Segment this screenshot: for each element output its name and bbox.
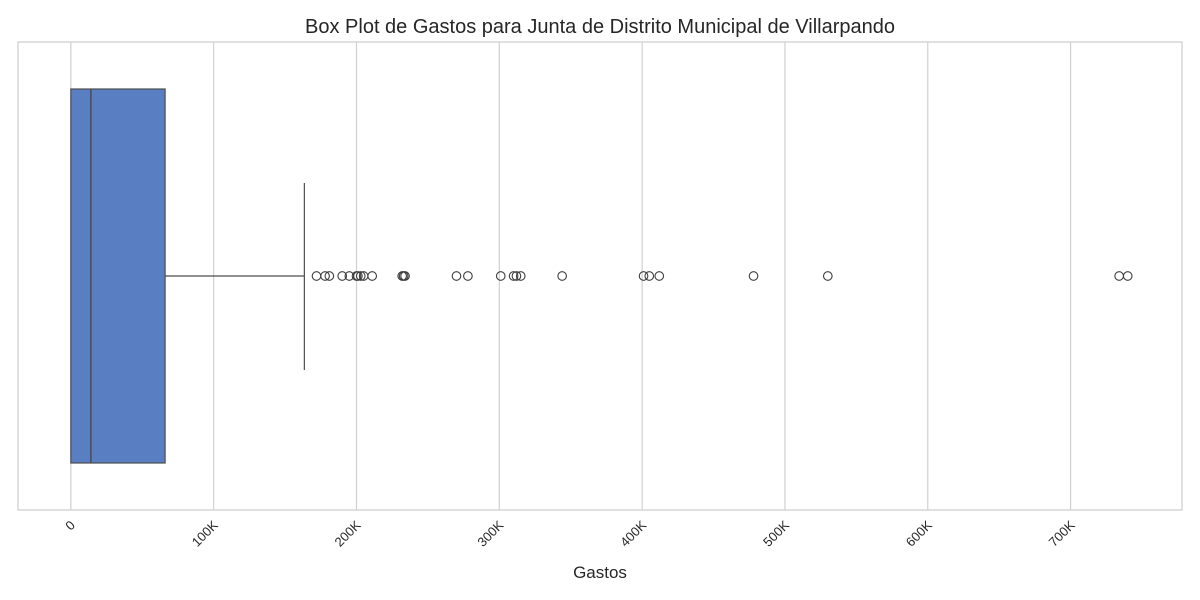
outlier-point — [748, 271, 759, 281]
x-axis-ticks: 0 100K 200K 300K 400K 500K 600K 700K — [62, 517, 1078, 549]
x-tick-label: 500K — [760, 517, 792, 549]
x-tick-label: 700K — [1046, 517, 1078, 549]
x-tick-label: 100K — [189, 517, 221, 549]
x-tick-label: 600K — [903, 517, 935, 549]
outlier-point — [822, 271, 833, 281]
outlier-point — [320, 271, 330, 281]
outlier-point — [311, 271, 322, 281]
iqr-box — [70, 88, 166, 464]
x-tick-label: 0 — [62, 518, 78, 534]
plot-area-frame — [17, 41, 1183, 511]
chart-title: Box Plot de Gastos para Junta de Distrit… — [305, 16, 895, 38]
outlier-point — [557, 271, 568, 281]
outlier-point — [353, 271, 363, 281]
outlier-point — [400, 271, 410, 281]
outliers-group — [311, 271, 1133, 281]
x-axis-label: Gastos — [573, 563, 627, 582]
x-tick-label: 200K — [332, 517, 364, 549]
outlier-point — [355, 271, 366, 281]
outlier-point — [644, 271, 655, 281]
outlier-point — [337, 271, 348, 281]
outlier-point — [508, 271, 519, 281]
outlier-point — [451, 271, 462, 281]
outlier-point — [1114, 271, 1125, 281]
outlier-point — [638, 271, 649, 281]
outlier-point — [511, 271, 522, 281]
outlier-point — [495, 271, 506, 281]
outlier-point — [1122, 271, 1133, 281]
box-group — [70, 88, 305, 464]
x-tick-label: 400K — [617, 517, 649, 549]
outlier-point — [324, 271, 335, 281]
outlier-point — [654, 271, 665, 281]
outlier-point — [515, 271, 526, 281]
outlier-point — [367, 271, 378, 281]
outlier-point — [463, 271, 473, 281]
x-tick-label: 300K — [474, 517, 506, 549]
